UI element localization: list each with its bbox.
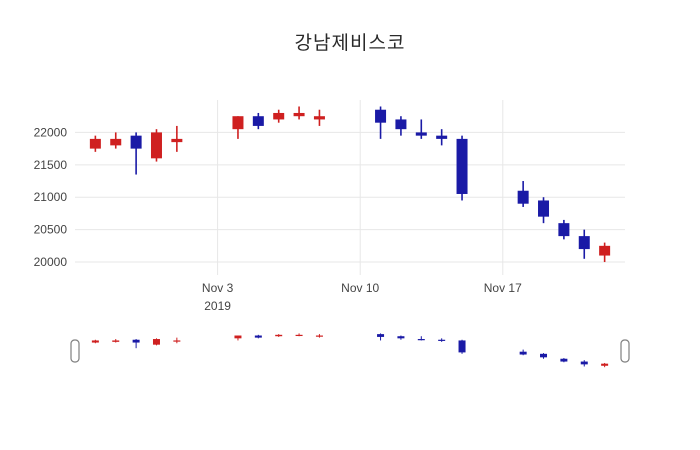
candle-body — [558, 223, 570, 237]
x-tick-label: Nov 3 — [202, 281, 234, 295]
y-tick-label: 22000 — [34, 125, 68, 139]
plot-drag-area[interactable] — [75, 100, 625, 275]
candle-body — [152, 339, 160, 345]
candle-body — [599, 245, 611, 256]
candle-body — [377, 334, 385, 337]
x-axis-labels: Nov 3 2019 Nov 10 Nov 17 — [202, 281, 522, 313]
candle-body — [417, 339, 425, 341]
candle-body — [295, 334, 303, 337]
candle-body — [132, 339, 140, 343]
y-tick-label: 20500 — [34, 223, 68, 237]
candle-body — [232, 116, 244, 130]
candle-body — [415, 132, 427, 136]
y-tick-label: 20000 — [34, 255, 68, 269]
candle-body — [313, 116, 325, 120]
rangeslider-handle-left[interactable] — [70, 339, 80, 363]
candle-body — [560, 358, 568, 362]
candle-body — [538, 200, 550, 217]
candle-body — [375, 109, 387, 123]
candle-body — [293, 112, 305, 117]
rangeslider-track[interactable] — [75, 326, 625, 376]
x-tick-sublabel: 2019 — [204, 299, 231, 313]
candle-body — [580, 361, 588, 365]
candle-body — [171, 138, 183, 143]
candle-body — [91, 340, 99, 343]
candle-body — [456, 138, 468, 194]
candle-body — [601, 363, 609, 366]
candle-body — [578, 236, 590, 250]
y-tick-label: 21500 — [34, 158, 68, 172]
candle-body — [254, 335, 262, 338]
candle-body — [517, 190, 529, 204]
y-tick-label: 21000 — [34, 190, 68, 204]
y-axis-labels: 20000 20500 21000 21500 22000 — [34, 125, 68, 269]
gridlines — [75, 100, 625, 275]
range-slider[interactable] — [70, 326, 630, 376]
candle-body — [436, 135, 448, 139]
candle-body — [540, 353, 548, 358]
x-tick-label: Nov 17 — [484, 281, 522, 295]
candle-body — [438, 339, 446, 341]
candle-body — [273, 112, 285, 120]
candle-body — [110, 138, 122, 146]
x-tick-label: Nov 10 — [341, 281, 379, 295]
candle-body — [234, 335, 242, 339]
candle-body — [458, 340, 466, 353]
candle-body — [89, 138, 101, 149]
chart-title: 강남제비스코 — [294, 33, 406, 54]
candle-body — [395, 119, 407, 130]
candle-body — [397, 336, 405, 339]
candle-body — [173, 340, 181, 342]
candle-body — [519, 351, 527, 355]
main-candles — [89, 106, 611, 263]
candle-body — [130, 135, 142, 149]
candle-body — [150, 132, 162, 159]
candle-body — [112, 340, 120, 342]
candle-body — [315, 335, 323, 337]
candle-body — [275, 334, 283, 337]
candle-body — [252, 116, 264, 126]
rangeslider-handle-right[interactable] — [620, 339, 630, 363]
mini-candles — [91, 333, 609, 368]
